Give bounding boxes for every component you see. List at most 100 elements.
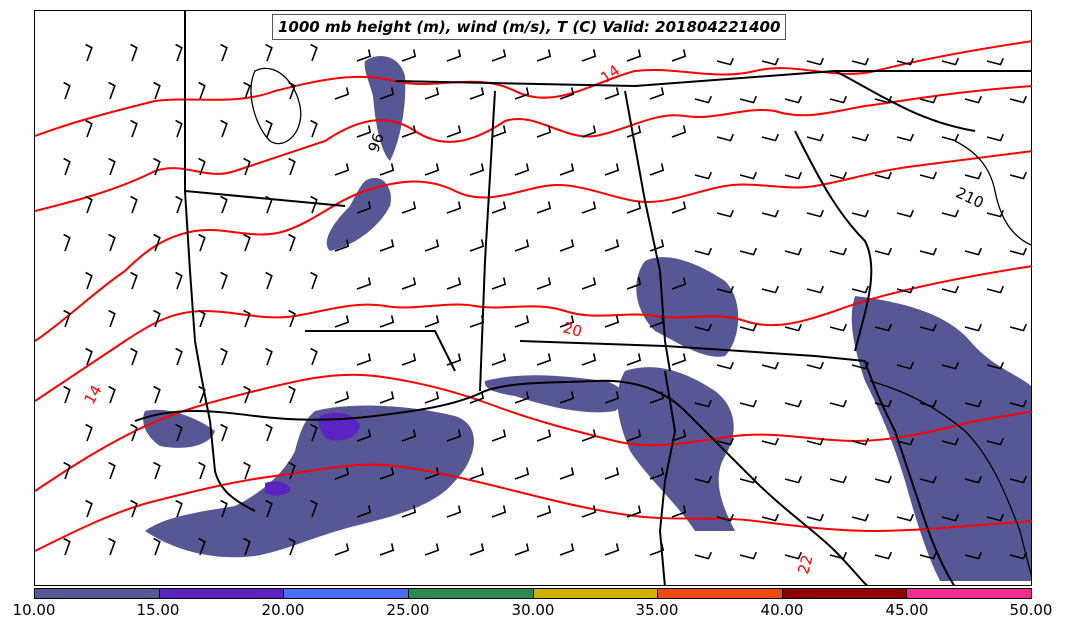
temp-contour-label-4: 22 bbox=[794, 553, 816, 576]
wind-barb bbox=[559, 391, 575, 404]
wind-barb bbox=[964, 171, 983, 180]
wind-barb bbox=[175, 195, 183, 214]
wind-barb bbox=[85, 347, 93, 366]
wind-barb bbox=[829, 247, 848, 256]
wind-barb bbox=[604, 391, 620, 404]
colorbar-segment-7 bbox=[782, 589, 908, 598]
wind-barb bbox=[536, 277, 552, 290]
wind-barb bbox=[671, 125, 687, 138]
wind-barb bbox=[446, 201, 462, 214]
wind-barb bbox=[379, 315, 395, 328]
wind-barb bbox=[761, 437, 780, 446]
wind-barb bbox=[491, 277, 507, 290]
wind-barb bbox=[874, 323, 893, 332]
wind-barb bbox=[265, 119, 273, 138]
wind-barb bbox=[446, 125, 462, 138]
wind-barb bbox=[130, 195, 138, 214]
wind-barb bbox=[108, 461, 116, 480]
wind-barb bbox=[626, 49, 642, 62]
wind-barb bbox=[356, 277, 372, 290]
wind-barb bbox=[581, 49, 597, 62]
wind-barb bbox=[243, 157, 251, 176]
wind-barb bbox=[649, 315, 665, 328]
wind-barb bbox=[604, 315, 620, 328]
wind-barb bbox=[243, 309, 251, 328]
wind-barb bbox=[63, 537, 71, 556]
wind-barb bbox=[536, 201, 552, 214]
wind-barb bbox=[896, 133, 915, 142]
wind-barb bbox=[559, 543, 575, 556]
wind-barb bbox=[334, 315, 350, 328]
wind-barb bbox=[604, 543, 620, 556]
wind-barb bbox=[851, 57, 870, 66]
colorbar bbox=[34, 588, 1032, 599]
wind-barb bbox=[379, 239, 395, 252]
wind-barb bbox=[469, 315, 485, 328]
wind-barb bbox=[964, 95, 983, 104]
wind-barb bbox=[130, 499, 138, 518]
wind-barb bbox=[941, 285, 960, 294]
wind-barb bbox=[694, 399, 713, 408]
precip-area-central bbox=[617, 367, 735, 531]
map-canvas: 14 20 14 22 96 210 bbox=[35, 11, 1031, 585]
border-tx-la bbox=[184, 190, 256, 512]
precipitation-fields bbox=[143, 56, 1031, 581]
wind-barb bbox=[536, 49, 552, 62]
wind-barb bbox=[919, 399, 938, 408]
coastline-gulf bbox=[134, 379, 869, 585]
wind-barb bbox=[896, 285, 915, 294]
wind-barb bbox=[964, 551, 983, 560]
wind-barb bbox=[874, 95, 893, 104]
wind-barb bbox=[243, 81, 251, 100]
wind-barb bbox=[310, 347, 318, 366]
wind-barb bbox=[469, 87, 485, 100]
wind-barb bbox=[514, 239, 530, 252]
wind-barb bbox=[401, 353, 417, 366]
wind-barb bbox=[784, 247, 803, 256]
height-contour-label-2: 210 bbox=[953, 184, 987, 212]
wind-barb bbox=[198, 461, 206, 480]
temp-contour-label-3: 14 bbox=[80, 382, 105, 408]
wind-barb bbox=[649, 87, 665, 100]
wind-barb bbox=[130, 347, 138, 366]
wind-barb bbox=[806, 57, 825, 66]
wind-barb bbox=[694, 247, 713, 256]
wind-barb bbox=[108, 233, 116, 252]
wind-barb bbox=[265, 271, 273, 290]
wind-barb bbox=[761, 209, 780, 218]
wind-barb bbox=[829, 475, 848, 484]
wind-barb bbox=[491, 201, 507, 214]
wind-barb bbox=[626, 125, 642, 138]
wind-barb bbox=[851, 513, 870, 522]
wind-barb bbox=[536, 505, 552, 518]
wind-barb bbox=[919, 323, 938, 332]
wind-barb bbox=[716, 209, 735, 218]
wind-barb bbox=[874, 475, 893, 484]
wind-barb bbox=[153, 309, 161, 328]
wind-barb bbox=[559, 239, 575, 252]
wind-barb bbox=[694, 475, 713, 484]
wind-barb bbox=[559, 467, 575, 480]
wind-barb bbox=[63, 81, 71, 100]
wind-barb bbox=[153, 233, 161, 252]
wind-barb bbox=[671, 277, 687, 290]
wind-barb bbox=[514, 391, 530, 404]
wind-barb bbox=[401, 277, 417, 290]
colorbar-segment-5 bbox=[533, 589, 659, 598]
wind-barb bbox=[265, 43, 273, 62]
wind-barb bbox=[559, 315, 575, 328]
precip-heavy-cell-2 bbox=[265, 481, 291, 496]
wind-barb bbox=[626, 353, 642, 366]
wind-barb bbox=[288, 461, 296, 480]
wind-barb bbox=[288, 309, 296, 328]
wind-barb bbox=[175, 347, 183, 366]
wind-barb bbox=[1009, 399, 1028, 408]
colorbar-tick-9: 50.00 bbox=[1009, 601, 1053, 619]
wind-barb bbox=[829, 323, 848, 332]
border-la-ms bbox=[305, 330, 456, 372]
wind-barb bbox=[581, 429, 597, 442]
colorbar-tick-6: 35.00 bbox=[635, 601, 679, 619]
wind-barb bbox=[446, 429, 462, 442]
wind-barb bbox=[626, 505, 642, 518]
border-ga-fl bbox=[519, 340, 866, 362]
